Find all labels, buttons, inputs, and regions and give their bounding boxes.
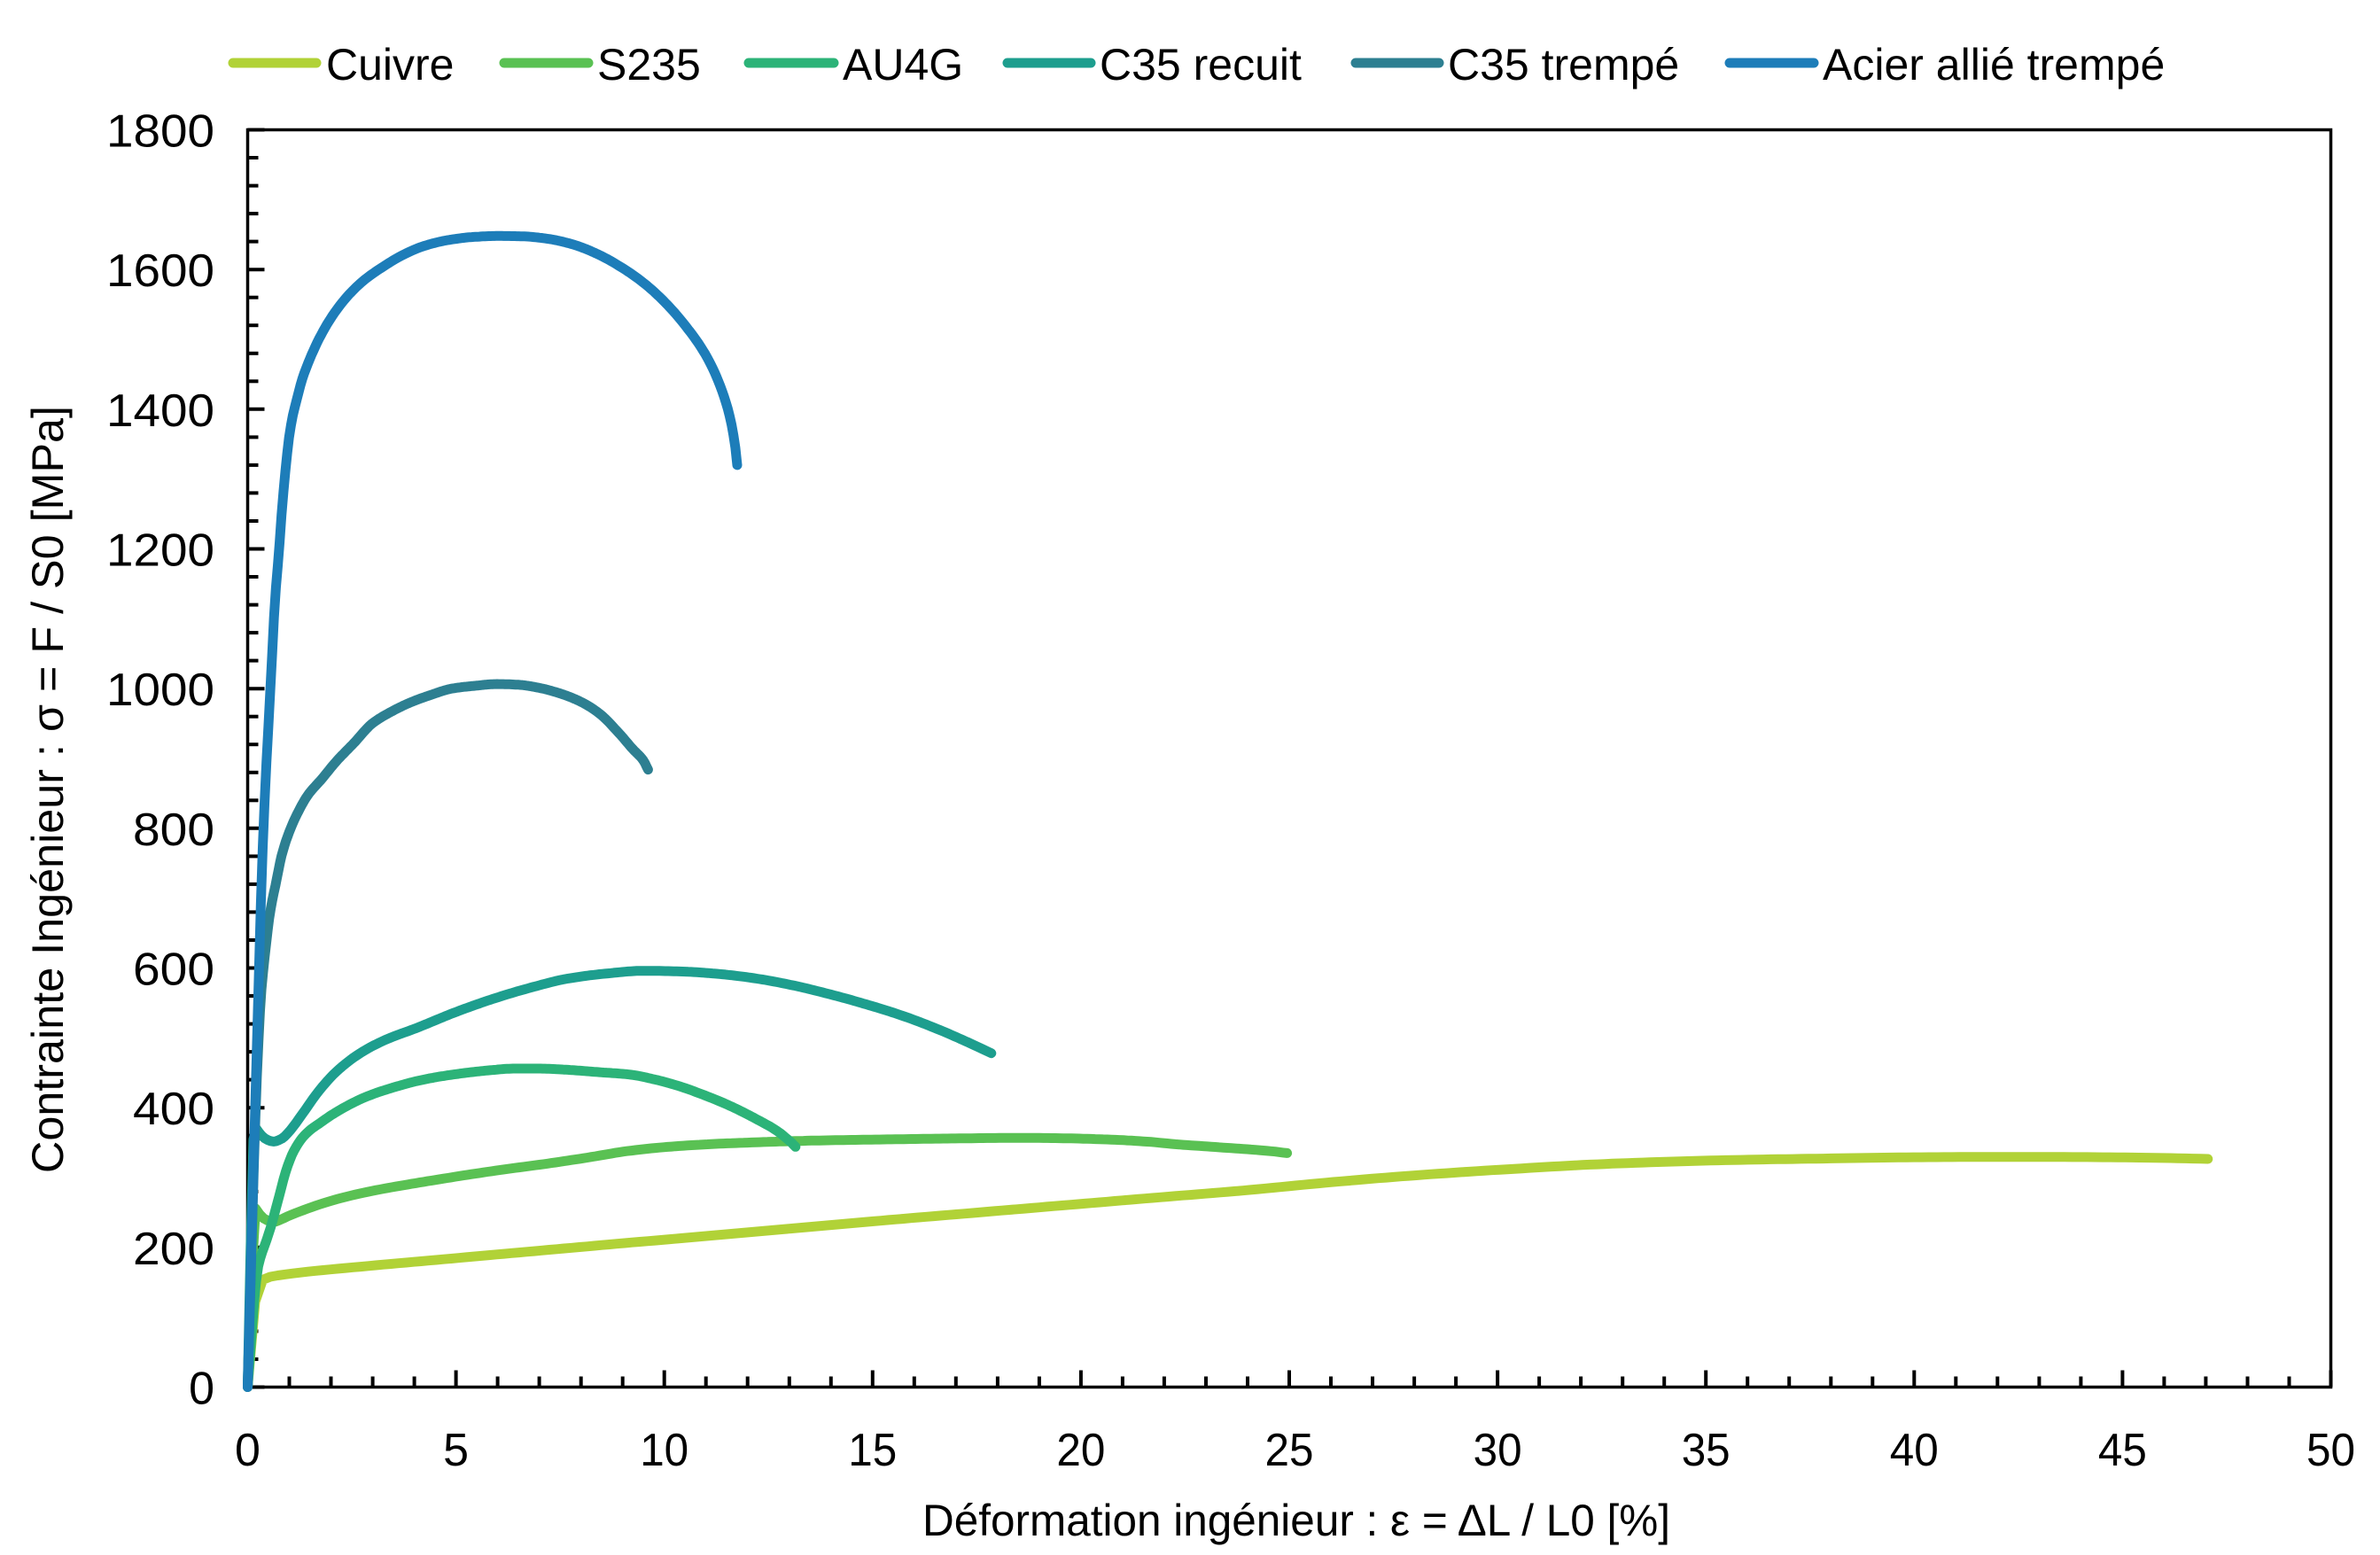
svg-text:Cuivre: Cuivre (326, 40, 454, 89)
svg-text:25: 25 (1265, 1425, 1314, 1476)
svg-text:1400: 1400 (106, 385, 214, 437)
svg-text:15: 15 (848, 1425, 897, 1476)
svg-text:50: 50 (2306, 1425, 2355, 1476)
svg-text:10: 10 (640, 1425, 688, 1476)
svg-text:S235: S235 (597, 40, 701, 89)
svg-text:1200: 1200 (106, 525, 214, 577)
svg-text:30: 30 (1474, 1425, 1522, 1476)
svg-text:40: 40 (1890, 1425, 1939, 1476)
svg-text:20: 20 (1056, 1425, 1105, 1476)
svg-text:600: 600 (133, 945, 214, 996)
svg-text:Contrainte Ingénieur : σ = F /: Contrainte Ingénieur : σ = F / S0 [MPa] (23, 406, 73, 1173)
svg-text:5: 5 (443, 1425, 469, 1476)
svg-text:Acier allié trempé: Acier allié trempé (1823, 40, 2165, 89)
svg-text:AU4G: AU4G (843, 40, 963, 89)
svg-text:35: 35 (1682, 1425, 1731, 1476)
svg-text:800: 800 (133, 805, 214, 856)
svg-text:400: 400 (133, 1084, 214, 1135)
svg-text:200: 200 (133, 1224, 214, 1275)
svg-text:45: 45 (2098, 1425, 2147, 1476)
svg-text:1800: 1800 (106, 106, 214, 158)
svg-text:0: 0 (235, 1425, 261, 1476)
svg-text:0: 0 (189, 1364, 214, 1415)
svg-text:Déformation ingénieur : ε = ΔL: Déformation ingénieur : ε = ΔL / L0 [%] (922, 1496, 1670, 1545)
svg-text:1600: 1600 (106, 245, 214, 297)
svg-text:C35 recuit: C35 recuit (1100, 40, 1302, 89)
svg-text:C35 trempé: C35 trempé (1448, 40, 1679, 89)
svg-text:1000: 1000 (106, 665, 214, 716)
